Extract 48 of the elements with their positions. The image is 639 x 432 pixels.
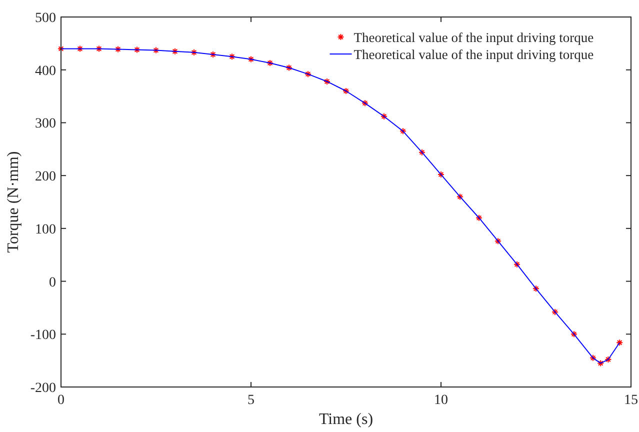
point (456, 193, 464, 200)
legend-label: Theoretical value of the input driving torque (354, 30, 594, 45)
point (400, 128, 406, 135)
line-series (60, 48, 620, 364)
point (380, 112, 388, 120)
point (286, 64, 292, 72)
point (172, 48, 178, 55)
point (228, 53, 236, 60)
y-axis-title: Torque (N·mm) (5, 151, 22, 253)
point (570, 330, 578, 338)
point (362, 100, 368, 107)
y-tick-label: 500 (35, 11, 56, 26)
point (604, 356, 612, 364)
x-axis-title: Time (s) (318, 411, 374, 428)
point (418, 148, 426, 156)
point (248, 56, 254, 63)
point (134, 46, 140, 54)
point (476, 214, 482, 222)
y-tick-label: 300 (35, 116, 56, 132)
y-tick-label: 100 (35, 222, 56, 238)
point (114, 46, 122, 53)
point (552, 308, 558, 316)
x-tick-label: 10 (434, 393, 448, 408)
point (616, 339, 624, 346)
point (304, 70, 312, 78)
point (152, 46, 160, 54)
x-tick-label: 15 (624, 393, 638, 408)
point (438, 171, 444, 178)
point (532, 285, 540, 292)
y-tick-label: 0 (49, 275, 56, 290)
y-tick-label: 200 (35, 170, 56, 185)
point (266, 59, 274, 66)
y-tick-label: -100 (30, 328, 56, 344)
point (96, 45, 102, 52)
point (76, 45, 84, 52)
point (597, 360, 604, 367)
point (514, 260, 520, 268)
point (324, 78, 330, 85)
point (494, 238, 502, 245)
point (590, 354, 596, 362)
y-tick-label: 400 (35, 64, 56, 79)
point (190, 48, 198, 56)
legend-label: Theoretical value of the input driving torque (354, 47, 594, 62)
point (342, 88, 350, 94)
y-tick-label: -200 (30, 381, 56, 396)
point (210, 51, 216, 58)
point (58, 45, 64, 52)
x-tick-label: 5 (248, 393, 254, 408)
